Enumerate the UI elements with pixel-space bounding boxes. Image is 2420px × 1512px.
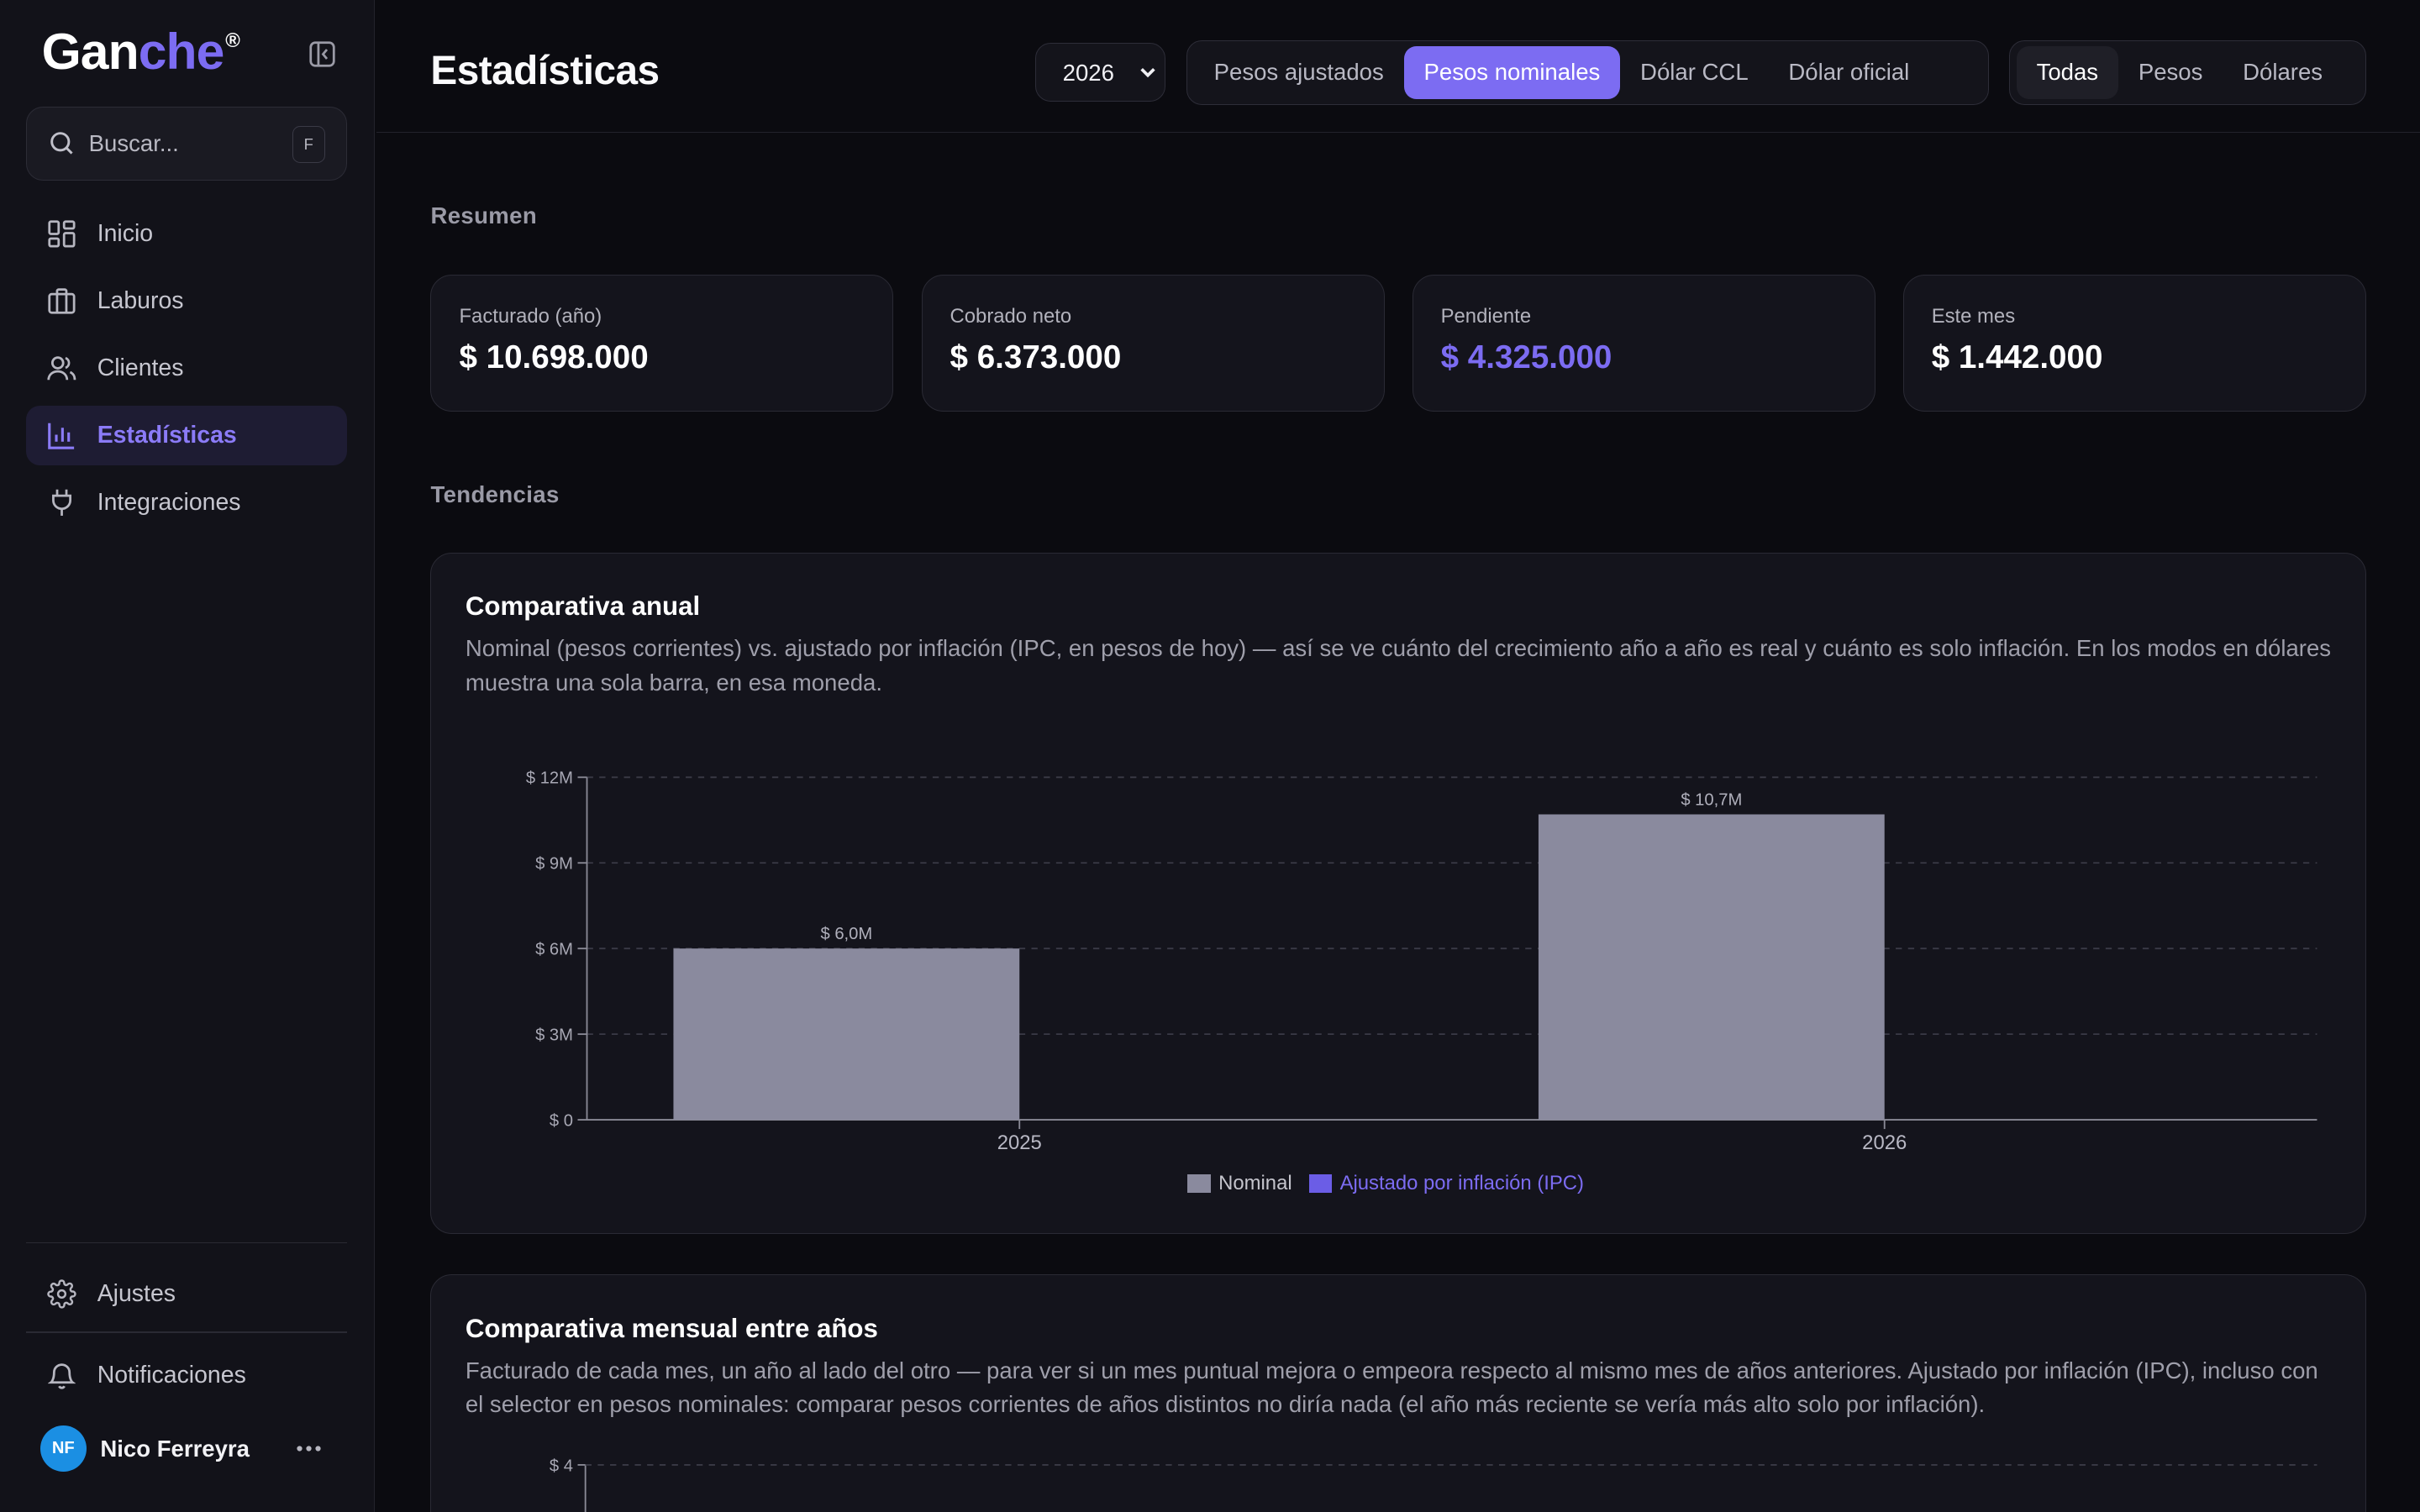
bar-chart-icon bbox=[46, 420, 77, 451]
sidebar-item-label: Ajustes bbox=[97, 1279, 176, 1307]
sidebar-item-ajustes[interactable]: Ajustes bbox=[26, 1263, 347, 1324]
search-icon bbox=[49, 129, 76, 157]
bar-2025-nominal bbox=[673, 948, 1020, 1120]
logo-text-part2: che bbox=[138, 22, 225, 80]
sidebar-divider bbox=[26, 1242, 348, 1244]
bar-value-label: $ 6,0M bbox=[821, 925, 873, 943]
user-name: Nico Ferreyra bbox=[100, 1435, 250, 1462]
page-header: Estadísticas 2026 Pesos ajustados Pesos … bbox=[376, 0, 2420, 133]
currency-mode-pesos-nominales[interactable]: Pesos nominales bbox=[1403, 46, 1621, 99]
page-title: Estadísticas bbox=[430, 48, 660, 93]
legend-swatch bbox=[1187, 1174, 1211, 1194]
legend-label: Ajustado por inflación (IPC) bbox=[1339, 1172, 1584, 1195]
sidebar-divider bbox=[26, 1331, 348, 1333]
sidebar-nav: Inicio Laburos Clientes Estadísticas bbox=[26, 203, 348, 539]
monthly-chart: $ 4 bbox=[550, 1457, 2317, 1512]
app-logo[interactable]: Ganche ® bbox=[41, 22, 240, 81]
stat-card-cobrado-neto: Cobrado neto $ 6.373.000 bbox=[921, 274, 1385, 412]
stat-label: Facturado (año) bbox=[459, 304, 602, 328]
logo-text-part1: Gan bbox=[41, 22, 139, 80]
sidebar-item-label: Laburos bbox=[97, 286, 184, 314]
sidebar-item-integraciones[interactable]: Integraciones bbox=[26, 473, 347, 533]
stat-label: Este mes bbox=[1931, 304, 2016, 328]
bar-value-label: $ 10,7M bbox=[1681, 790, 1743, 809]
sidebar-item-label: Inicio bbox=[97, 219, 154, 247]
sidebar: Ganche® F Inicio Laburos bbox=[0, 0, 376, 1512]
card-title: Comparativa anual bbox=[465, 591, 701, 622]
bell-icon bbox=[46, 1360, 77, 1391]
card-description: Facturado de cada mes, un año al lado de… bbox=[465, 1357, 2318, 1418]
stat-value: $ 6.373.000 bbox=[950, 339, 1122, 375]
sidebar-item-notificaciones[interactable]: Notificaciones bbox=[26, 1346, 347, 1406]
users-icon bbox=[46, 353, 77, 384]
y-tick-label: $ 0 bbox=[550, 1111, 573, 1130]
sidebar-item-clientes[interactable]: Clientes bbox=[26, 339, 347, 399]
annual-comparison-card: Comparativa anual Nominal (pesos corrien… bbox=[430, 552, 2366, 1235]
bar-2026-nominal bbox=[1539, 814, 1886, 1120]
currency-mode-pesos-ajustados[interactable]: Pesos ajustados bbox=[1213, 59, 1384, 86]
filter-dolares[interactable]: Dólares bbox=[2243, 59, 2323, 86]
trends-section-label: Tendencias bbox=[430, 481, 560, 508]
legend-label: Nominal bbox=[1218, 1172, 1292, 1195]
y-tick-label: $ 6M bbox=[536, 940, 574, 958]
y-tick-label: $ 3M bbox=[536, 1026, 574, 1044]
sidebar-collapse-icon bbox=[309, 41, 335, 67]
chart-legend: Nominal Ajustado por inflación (IPC) bbox=[1187, 1172, 1601, 1195]
plug-icon bbox=[46, 487, 77, 518]
card-description: Nominal (pesos corrientes) vs. ajustado … bbox=[465, 635, 2332, 696]
y-tick-label: $ 12M bbox=[526, 769, 573, 787]
currency-mode-dolar-ccl[interactable]: Dólar CCL bbox=[1640, 59, 1749, 86]
stat-card-este-mes: Este mes $ 1.442.000 bbox=[1902, 274, 2366, 412]
search-box[interactable]: F bbox=[26, 106, 348, 181]
sidebar-item-label: Notificaciones bbox=[97, 1361, 246, 1389]
year-select[interactable]: 2026 bbox=[1035, 43, 1165, 102]
y-tick-label: $ 4 bbox=[550, 1457, 573, 1475]
legend-item-ajustado[interactable]: Ajustado por inflación (IPC) bbox=[1308, 1172, 1584, 1195]
user-profile[interactable]: NF Nico Ferreyra bbox=[39, 1424, 334, 1473]
more-horizontal-icon bbox=[297, 1446, 321, 1452]
sidebar-item-estadisticas[interactable]: Estadísticas bbox=[26, 405, 348, 466]
legend-item-nominal[interactable]: Nominal bbox=[1187, 1172, 1292, 1195]
legend-swatch bbox=[1308, 1174, 1333, 1194]
annual-bar-chart: $ 0 $ 3M $ 6M $ 9M $ 12M $ 6,0M 2025 $ 10,7M 202… bbox=[526, 769, 2317, 1153]
dashboard-icon bbox=[46, 218, 77, 249]
x-tick-label: 2025 bbox=[997, 1131, 1042, 1153]
stat-value: $ 1.442.000 bbox=[1931, 339, 2103, 375]
stat-value: $ 4.325.000 bbox=[1440, 339, 1612, 375]
avatar: NF bbox=[39, 1425, 87, 1473]
search-shortcut-badge: F bbox=[292, 125, 325, 163]
stat-card-pendiente: Pendiente $ 4.325.000 bbox=[1412, 274, 1876, 412]
gear-icon bbox=[46, 1278, 77, 1310]
stat-card-facturado: Facturado (año) $ 10.698.000 bbox=[430, 274, 894, 412]
card-title: Comparativa mensual entre años bbox=[465, 1314, 878, 1344]
currency-filter-toggle: Todas Pesos Dólares bbox=[2009, 39, 2366, 105]
user-menu-button[interactable] bbox=[293, 1435, 324, 1462]
stat-label: Pendiente bbox=[1440, 304, 1532, 328]
briefcase-icon bbox=[46, 286, 77, 317]
search-input[interactable] bbox=[88, 129, 275, 157]
stat-label: Cobrado neto bbox=[950, 304, 1072, 328]
y-tick-label: $ 9M bbox=[536, 854, 574, 873]
sidebar-item-label: Clientes bbox=[97, 354, 184, 381]
sidebar-item-inicio[interactable]: Inicio bbox=[26, 203, 347, 264]
currency-mode-toggle: Pesos ajustados Pesos nominales Dólar CC… bbox=[1186, 39, 1990, 105]
filter-pesos[interactable]: Pesos bbox=[2138, 59, 2203, 86]
x-tick-label: 2026 bbox=[1863, 1131, 1907, 1153]
sidebar-item-label: Integraciones bbox=[97, 489, 241, 516]
summary-section-label: Resumen bbox=[430, 202, 538, 228]
stat-value: $ 10.698.000 bbox=[459, 339, 649, 375]
collapse-sidebar-button[interactable] bbox=[306, 37, 339, 71]
registered-mark: ® bbox=[225, 29, 240, 52]
sidebar-item-laburos[interactable]: Laburos bbox=[26, 271, 347, 332]
monthly-comparison-card: Comparativa mensual entre años Facturado… bbox=[430, 1274, 2366, 1512]
filter-todas[interactable]: Todas bbox=[2016, 46, 2118, 99]
sidebar-item-label: Estadísticas bbox=[97, 421, 237, 449]
currency-mode-dolar-oficial[interactable]: Dólar oficial bbox=[1788, 59, 1910, 86]
